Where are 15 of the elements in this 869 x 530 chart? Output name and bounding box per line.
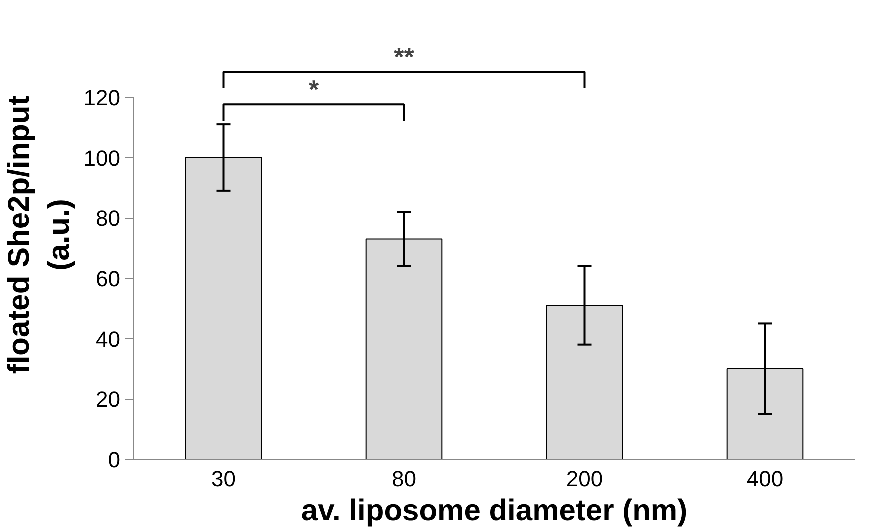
y-tick-label: 40 [96, 326, 121, 352]
y-tick-label: 20 [96, 387, 121, 412]
x-tick-label: 30 [212, 466, 236, 492]
x-tick-label: 80 [392, 466, 416, 492]
text: ** [394, 42, 416, 72]
y-tick-label: 120 [84, 85, 121, 110]
x-axis-title: av. liposome diameter (nm) [301, 494, 688, 528]
y-tick-label: 80 [96, 206, 121, 232]
y-tick-label: 60 [96, 266, 121, 292]
x-tick-label: 400 [746, 466, 784, 492]
x-tick-label: 200 [566, 466, 604, 492]
y-axis-title: floated She2p/input (a.u.) [3, 96, 76, 374]
y-tick-label: 100 [84, 146, 121, 171]
annotation: * [308, 74, 320, 105]
y-tick-label: 0 [108, 448, 121, 472]
